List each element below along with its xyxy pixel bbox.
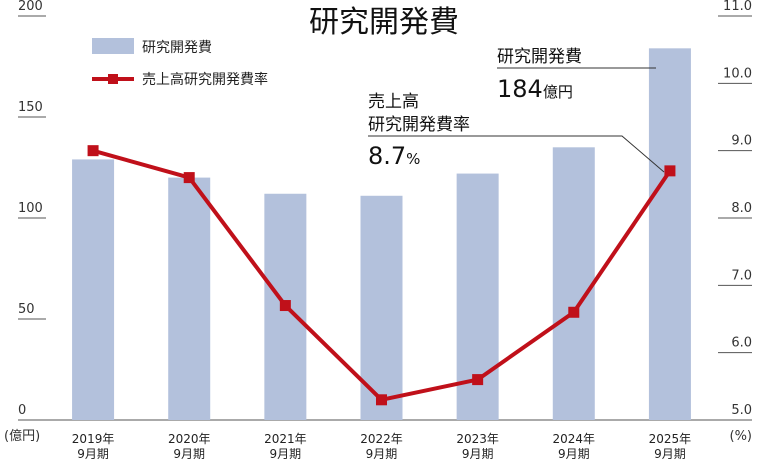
- ratio-leader-line: [368, 135, 665, 173]
- right-axis-tick-label: 7.0: [731, 268, 752, 283]
- legend-line-marker: [108, 74, 118, 84]
- x-axis-label-year: 2021年: [264, 432, 307, 446]
- legend-bar-swatch: [92, 38, 134, 54]
- ratio-point: [183, 172, 195, 184]
- ratio-callout-line2: 研究開発費率: [368, 115, 470, 135]
- amount-unit: 億円: [543, 83, 573, 101]
- right-axis-tick-label: 10.0: [723, 66, 752, 81]
- amount-value: 184: [497, 75, 543, 103]
- ratio-point: [279, 300, 291, 312]
- bar: [72, 159, 115, 421]
- ratio-point: [472, 374, 484, 386]
- x-axis-label-year: 2024年: [553, 432, 596, 446]
- x-axis-label-year: 2022年: [360, 432, 403, 446]
- bar: [648, 48, 691, 420]
- amount-callout-label: 研究開発費: [497, 47, 582, 67]
- x-axis-label-period: 9月期: [654, 447, 686, 461]
- x-axis-label-period: 9月期: [366, 447, 398, 461]
- left-axis-tick-label: 150: [18, 100, 43, 115]
- x-axis-label-period: 9月期: [77, 447, 109, 461]
- x-axis-label-period: 9月期: [270, 447, 302, 461]
- legend-line-label: 売上高研究開発費率: [142, 71, 268, 88]
- x-axis-label-year: 2023年: [456, 432, 499, 446]
- ratio-point: [664, 165, 676, 177]
- axes: 200 150 100 50 0 11.0 10.0 9.0 8.0 7.0 6.0 5.0 (億円) (…: [4, 0, 752, 461]
- x-axis-label-period: 9月期: [173, 447, 205, 461]
- ratio-point: [87, 145, 99, 157]
- ratio-point: [376, 394, 387, 406]
- ratio-value: 8.7: [368, 142, 406, 170]
- bar: [360, 195, 403, 420]
- left-axis-tick-label: 50: [18, 302, 35, 317]
- chart-title: 研究開発費: [309, 5, 459, 40]
- right-axis-unit: (%): [730, 429, 753, 444]
- ratio-point: [568, 306, 580, 318]
- x-axis-label-period: 9月期: [462, 447, 494, 461]
- bar: [552, 147, 595, 421]
- x-axis-label-period: 9月期: [558, 447, 590, 461]
- right-axis-tick-label: 9.0: [731, 134, 752, 149]
- x-axis-label-year: 2025年: [649, 432, 692, 446]
- ratio-callout-line1: 売上高: [368, 92, 419, 112]
- ratio-callout-value: 8.7%: [368, 142, 420, 170]
- right-axis-tick-label: 8.0: [731, 201, 752, 216]
- legend-bar-label: 研究開発費: [142, 40, 212, 56]
- x-axis-label-year: 2020年: [168, 432, 211, 446]
- left-axis-unit: (億円): [4, 428, 40, 444]
- amount-callout-value: 184億円: [497, 75, 573, 103]
- left-axis-tick-label: 100: [18, 201, 43, 216]
- x-axis-label-year: 2019年: [72, 432, 115, 446]
- right-axis-tick-label: 6.0: [731, 336, 752, 351]
- line-series: [87, 145, 676, 406]
- left-axis-tick-label: 200: [18, 0, 43, 14]
- ratio-unit: %: [406, 150, 420, 168]
- left-axis-tick-label: 0: [18, 403, 26, 418]
- bar: [168, 177, 211, 420]
- right-axis-tick-label: 5.0: [731, 403, 752, 418]
- right-axis-tick-label: 11.0: [723, 0, 752, 14]
- bar-series: [72, 48, 691, 421]
